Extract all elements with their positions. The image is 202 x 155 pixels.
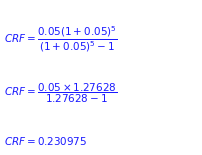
Text: $\mathit{CRF} = \dfrac{0.05(1+0.05)^5}{(1+0.05)^5-1}$: $\mathit{CRF} = \dfrac{0.05(1+0.05)^5}{(… (4, 24, 117, 54)
Text: $\mathit{CRF} = \dfrac{0.05 \times 1.27628}{1.27628-1}$: $\mathit{CRF} = \dfrac{0.05 \times 1.276… (4, 81, 117, 105)
Text: $\mathit{CRF} = 0.230975$: $\mathit{CRF} = 0.230975$ (4, 135, 87, 147)
